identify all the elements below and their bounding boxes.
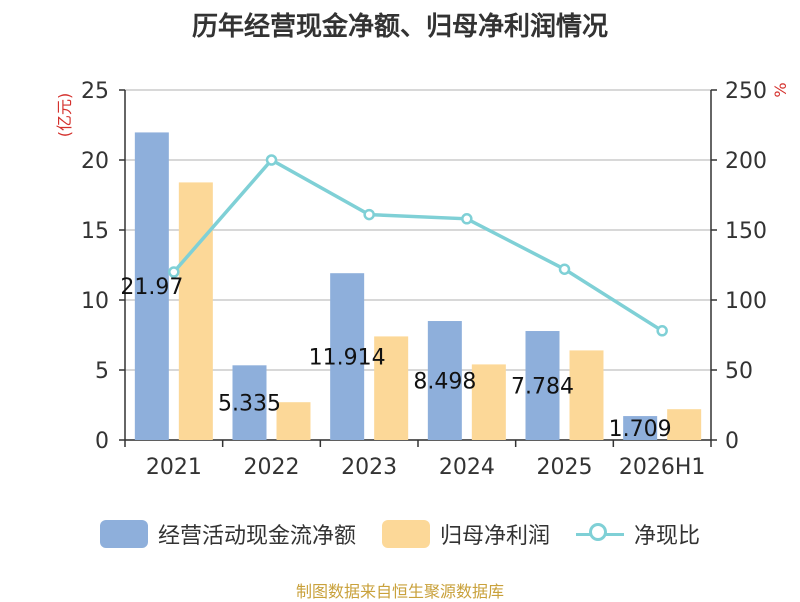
legend: 经营活动现金流净额 归母净利润 净现比: [0, 518, 800, 550]
legend-label-profit: 归母净利润: [439, 524, 550, 549]
legend-item-ratio[interactable]: 净现比: [576, 518, 700, 550]
ratio-point: [656, 325, 668, 337]
bar-profit: [178, 182, 213, 440]
left-axis-tick-label: 15: [81, 219, 109, 244]
bar-data-label: 8.498: [413, 370, 476, 395]
legend-item-profit[interactable]: 归母净利润: [381, 518, 550, 550]
bar-cashflow: [623, 416, 658, 440]
left-axis-unit: (亿元): [55, 93, 74, 138]
right-axis-tick-label: 50: [725, 359, 753, 384]
data-source-note: 制图数据来自恒生聚源数据库: [295, 582, 504, 601]
x-axis-tick-label: 2026H1: [619, 455, 706, 480]
bar-data-label: 7.784: [511, 375, 574, 400]
left-axis-tick-label: 20: [81, 149, 109, 174]
bar-profit: [471, 364, 506, 440]
x-axis-tick-label: 2023: [341, 455, 397, 480]
legend-label-cashflow: 经营活动现金流净额: [157, 524, 356, 549]
bar-profit: [569, 350, 604, 440]
bar-profit: [667, 409, 702, 440]
left-axis-tick-label: 10: [81, 289, 109, 314]
legend-item-cashflow[interactable]: 经营活动现金流净额: [99, 518, 356, 550]
legend-swatch-cashflow: [99, 520, 148, 548]
bar-data-label: 21.97: [120, 275, 183, 300]
bar-cashflow: [330, 273, 365, 440]
right-axis-unit: %: [771, 82, 790, 97]
right-axis-tick-label: 100: [725, 289, 767, 314]
right-axis-tick-label: 0: [725, 429, 739, 454]
bar-cashflow: [427, 321, 462, 440]
left-axis-tick-label: 0: [95, 429, 109, 454]
legend-swatch-ratio: [576, 520, 624, 548]
bar-cashflow: [232, 365, 267, 440]
x-axis-tick-label: 2022: [244, 455, 300, 480]
x-axis-tick-label: 2024: [439, 455, 495, 480]
ratio-point: [363, 208, 375, 221]
right-axis-tick-label: 200: [725, 149, 767, 174]
bar-data-label: 11.914: [309, 346, 386, 371]
ratio-point: [265, 154, 278, 166]
ratio-point: [168, 266, 180, 278]
bar-data-label: 1.709: [609, 417, 672, 442]
bar-profit: [276, 402, 311, 440]
bar-cashflow: [525, 331, 560, 440]
ratio-point: [558, 263, 571, 275]
left-axis-tick-label: 5: [95, 359, 109, 384]
ratio-line: [172, 157, 664, 333]
bar-profit: [374, 336, 409, 440]
left-axis-tick-label: 25: [81, 79, 109, 104]
bar-cashflow: [134, 132, 169, 441]
right-axis-tick-label: 150: [725, 219, 767, 244]
x-axis-tick-label: 2025: [537, 455, 593, 480]
right-axis-tick-label: 250: [725, 79, 767, 104]
bar-data-label: 5.335: [218, 392, 281, 417]
legend-label-ratio: 净现比: [634, 524, 701, 549]
ratio-point: [461, 213, 473, 225]
x-axis-tick-label: 2021: [146, 455, 202, 480]
legend-swatch-profit: [381, 520, 430, 548]
chart-title: 历年经营现金净额、归母净利润情况: [191, 12, 608, 42]
